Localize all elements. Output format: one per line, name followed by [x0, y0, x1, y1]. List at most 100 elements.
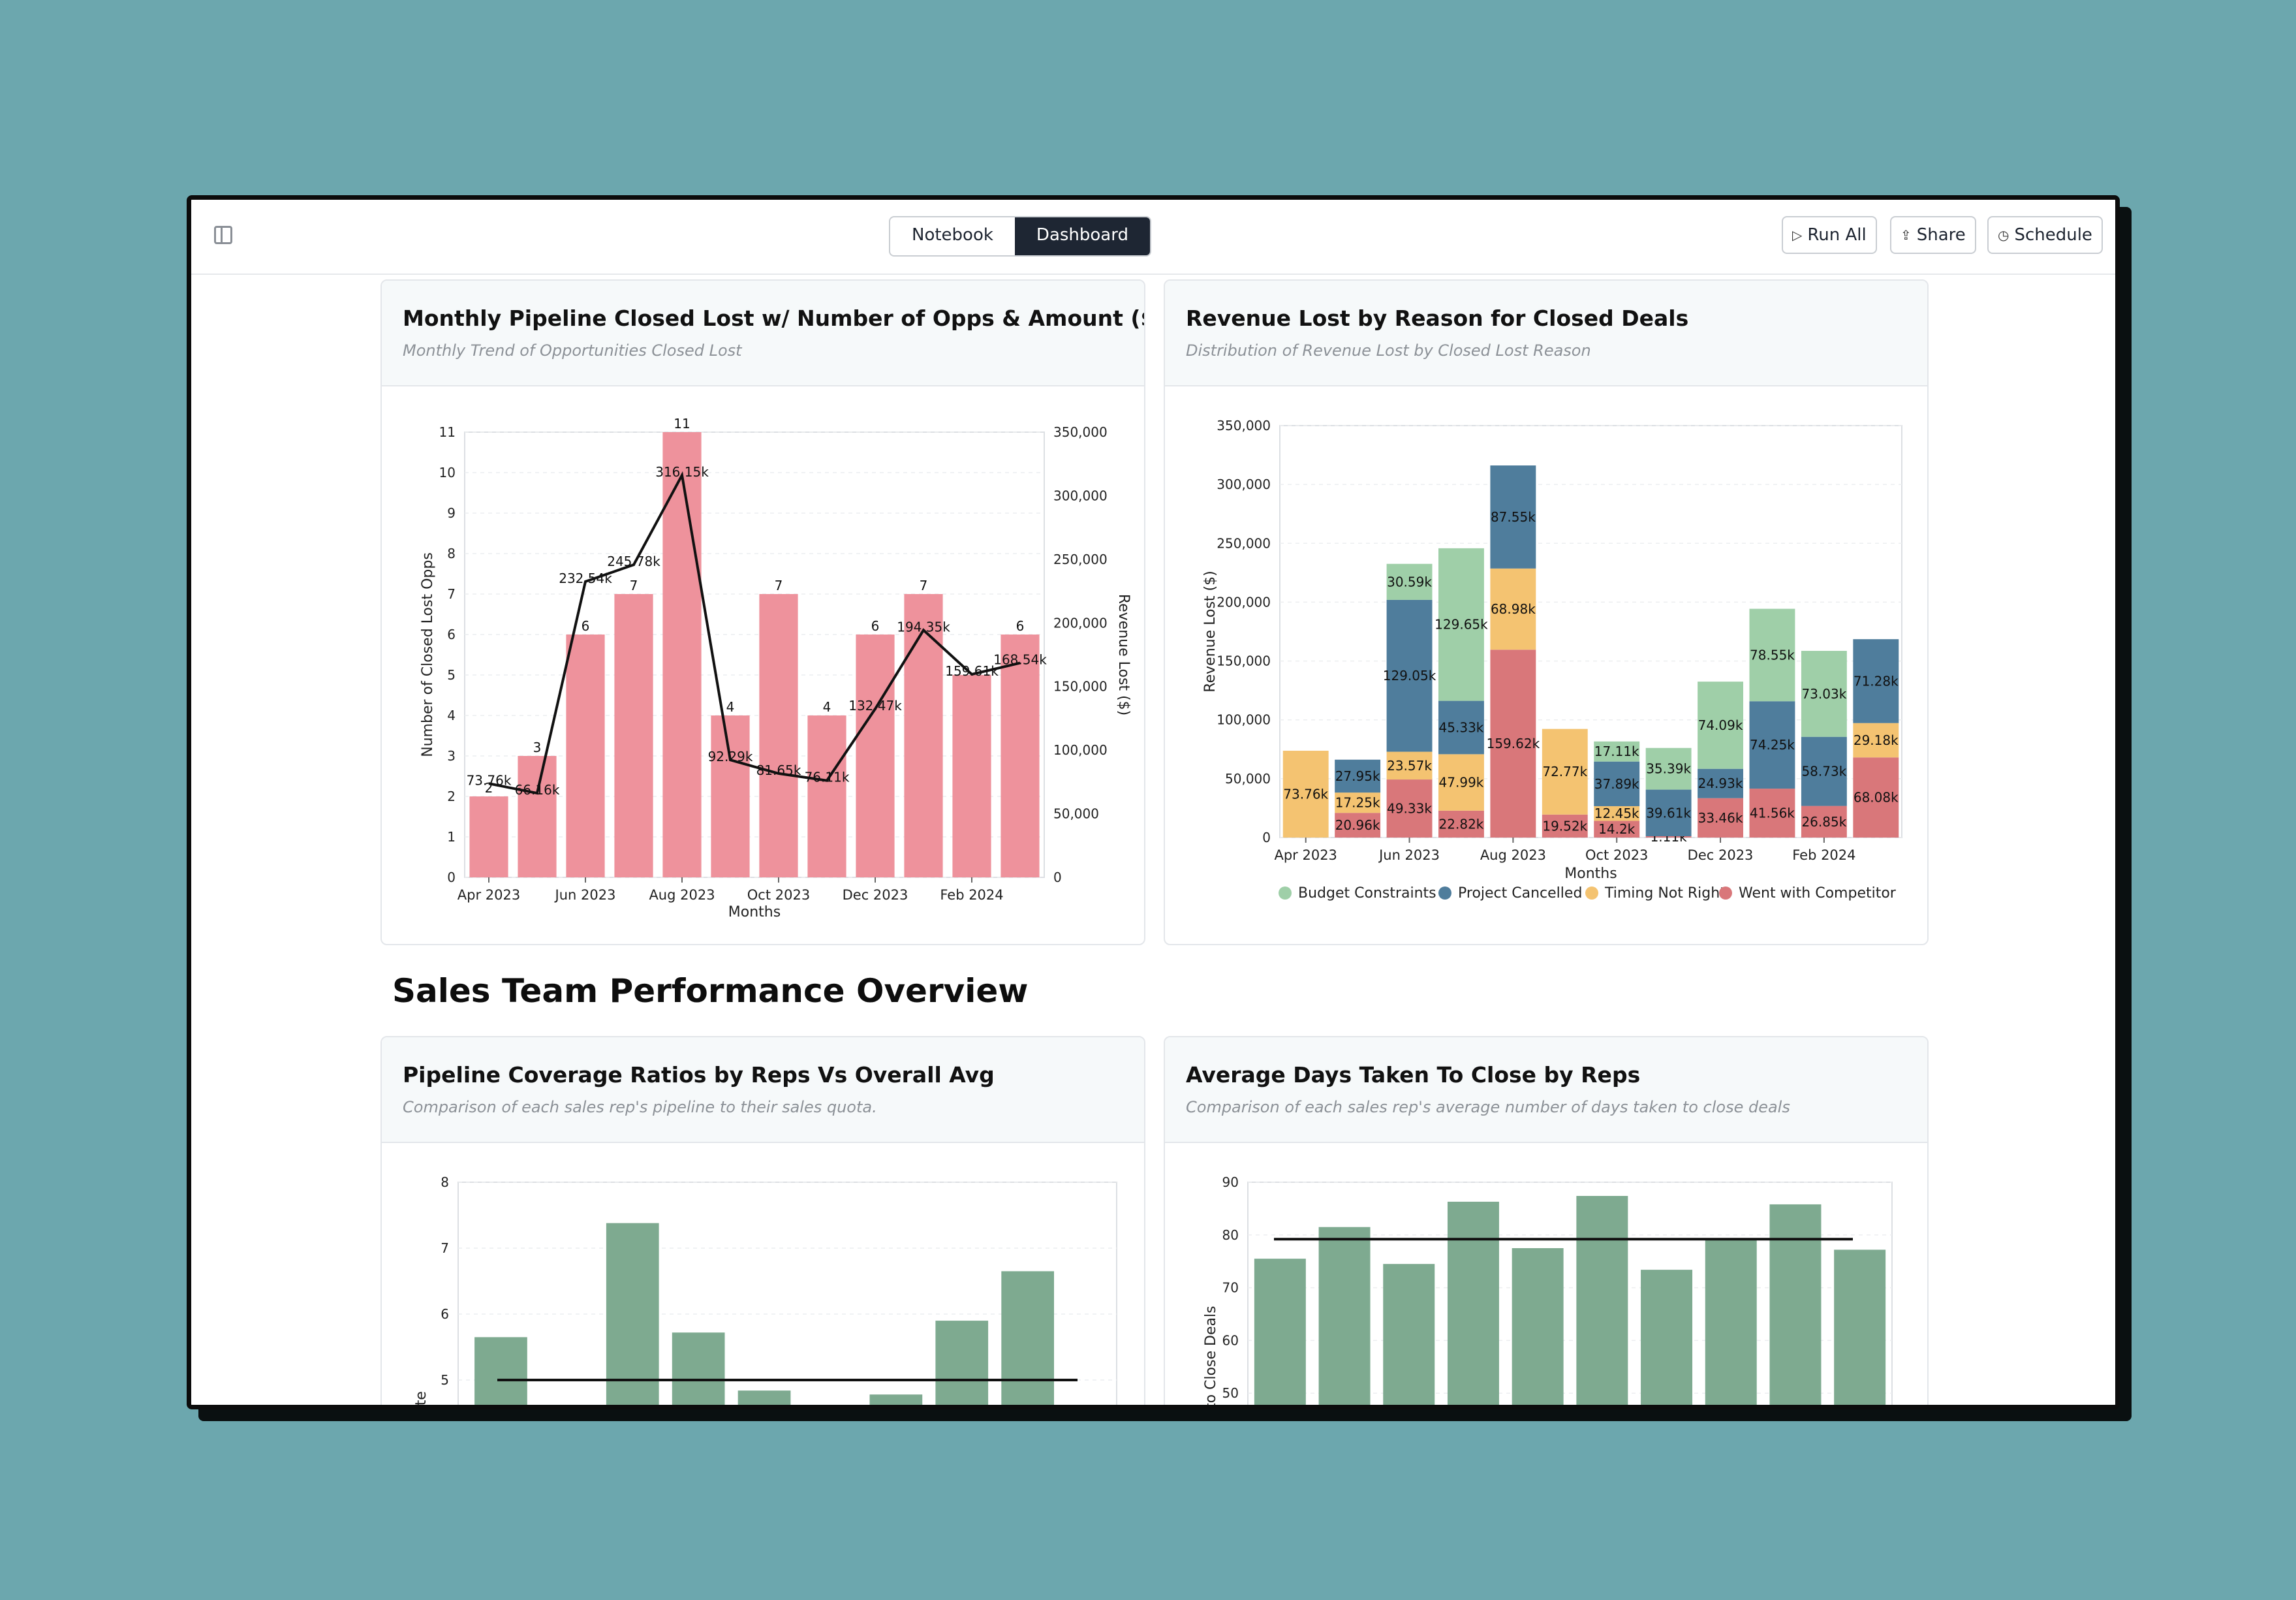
segment-value-label: 129.65k: [1435, 617, 1488, 633]
segment-value-label: 30.59k: [1387, 574, 1432, 589]
y-tick-label: 250,000: [1217, 535, 1271, 551]
x-tick-label: Oct 2023: [1585, 847, 1648, 863]
y2-tick-label: 0: [1053, 870, 1062, 885]
share-button[interactable]: ⇪ Share: [1890, 216, 1976, 254]
line-point-label: 66.16k: [515, 782, 560, 798]
tab-dashboard[interactable]: Dashboard: [1015, 217, 1150, 255]
bar: [469, 796, 508, 877]
legend-item-label: Went with Competitor: [1739, 885, 1897, 902]
segment-value-label: 68.98k: [1491, 601, 1536, 617]
legend-item-label: Timing Not Right: [1604, 885, 1726, 902]
bar: [1448, 1202, 1499, 1409]
line-point-label: 232.54k: [559, 571, 612, 586]
card-header: Average Days Taken To Close by Reps Comp…: [1165, 1037, 1927, 1143]
line-point-label: 92.29k: [708, 749, 753, 764]
x-tick-label: Feb 2024: [940, 887, 1003, 903]
card-title: Pipeline Coverage Ratios by Reps Vs Over…: [403, 1062, 995, 1088]
bar-value-label: 7: [920, 578, 928, 593]
card-header: Revenue Lost by Reason for Closed Deals …: [1165, 281, 1927, 386]
segment-value-label: 27.95k: [1335, 768, 1380, 784]
card-subtitle: Monthly Trend of Opportunities Closed Lo…: [403, 341, 742, 360]
y-tick-label: 0: [447, 870, 456, 885]
y-tick-label: 300,000: [1217, 477, 1271, 492]
y2-tick-label: 350,000: [1053, 424, 1108, 440]
y-tick-label: 1: [447, 829, 456, 845]
run-all-label: Run All: [1807, 217, 1866, 253]
line-point-label: 76.11k: [805, 770, 850, 785]
line-point-label: 316.15k: [655, 464, 709, 480]
x-tick-label: Dec 2023: [843, 887, 908, 903]
bar: [935, 1321, 988, 1409]
x-tick-label: Jun 2023: [554, 887, 616, 903]
card-title: Monthly Pipeline Closed Lost w/ Number o…: [403, 306, 1145, 331]
y-tick-label: 9: [447, 505, 456, 521]
y-axis-title: Average Rate: [413, 1391, 429, 1409]
card-header: Pipeline Coverage Ratios by Reps Vs Over…: [382, 1037, 1144, 1143]
y-tick-label: 60: [1222, 1332, 1239, 1348]
segment-value-label: 78.55k: [1750, 647, 1795, 663]
bar-value-label: 3: [533, 740, 542, 755]
avg-days-close-chart: 506070809086.3187.4485.75Days Taken to C…: [1165, 1143, 1925, 1409]
y-tick-label: 5: [441, 1372, 449, 1388]
bar: [759, 594, 798, 877]
x-tick-label: Feb 2024: [1792, 847, 1855, 863]
legend-swatch: [1585, 886, 1598, 900]
x-axis-title: Months: [1564, 866, 1617, 882]
y-tick-label: 7: [447, 586, 456, 602]
card-subtitle: Distribution of Revenue Lost by Closed L…: [1186, 341, 1591, 360]
view-switcher: Notebook Dashboard: [889, 216, 1151, 257]
sidebar-toggle-icon[interactable]: [214, 226, 232, 244]
segment-value-label: 41.56k: [1750, 806, 1795, 821]
tab-notebook[interactable]: Notebook: [890, 217, 1015, 255]
card-subtitle: Comparison of each sales rep's pipeline …: [403, 1098, 877, 1116]
y-axis-title: Number of Closed Lost Opps: [420, 552, 436, 757]
segment-value-label: 39.61k: [1646, 805, 1691, 821]
bar-value-label: 4: [726, 699, 735, 715]
segment-value-label: 19.52k: [1542, 818, 1587, 834]
legend-swatch: [1438, 886, 1451, 900]
x-tick-label: Apr 2023: [1274, 847, 1337, 863]
bar: [566, 635, 604, 877]
y-tick-label: 350,000: [1217, 418, 1271, 433]
segment-value-label: 73.03k: [1801, 686, 1846, 702]
y-tick-label: 7: [441, 1240, 449, 1256]
segment-value-label: 74.25k: [1750, 737, 1795, 753]
segment-value-label: 12.45k: [1594, 806, 1639, 821]
line-point-label: 73.76k: [467, 772, 512, 788]
legend-item-label: Budget Constraints: [1298, 885, 1436, 902]
bar: [1512, 1248, 1564, 1409]
dashboard-content: Monthly Pipeline Closed Lost w/ Number o…: [191, 275, 2115, 1405]
segment-value-label: 68.08k: [1854, 790, 1899, 806]
bar: [807, 715, 846, 877]
bar: [1641, 1270, 1692, 1409]
y2-tick-label: 250,000: [1053, 552, 1108, 567]
y-tick-label: 150,000: [1217, 653, 1271, 669]
y-tick-label: 2: [447, 789, 456, 804]
x-tick-label: Aug 2023: [649, 887, 715, 903]
segment-value-label: 72.77k: [1542, 764, 1587, 779]
line-point-label: 245.78k: [607, 554, 660, 569]
top-toolbar: Notebook Dashboard ▷ Run All ⇪ Share ◷ S…: [191, 200, 2115, 275]
segment-value-label: 24.93k: [1698, 776, 1743, 791]
y-tick-label: 80: [1222, 1227, 1239, 1243]
x-tick-label: Oct 2023: [747, 887, 810, 903]
bar: [1769, 1204, 1821, 1409]
y-tick-label: 5: [447, 667, 456, 683]
bar: [856, 635, 894, 877]
run-all-button[interactable]: ▷ Run All: [1782, 216, 1877, 254]
closed-lost-combo-chart: 0 1 2 3 4 5 6 7 8 9 10 11 0 50,000 100,000 150,000 200,0…: [382, 386, 1141, 941]
section-title: Sales Team Performance Overview: [392, 972, 1028, 1010]
schedule-button[interactable]: ◷ Schedule: [1987, 216, 2103, 254]
bar: [614, 594, 653, 877]
y-tick-label: 8: [447, 546, 456, 561]
x-tick-label: Apr 2023: [458, 887, 520, 903]
bar: [1834, 1249, 1885, 1409]
y2-axis-title: Revenue Lost ($): [1115, 594, 1132, 715]
segment-value-label: 49.33k: [1387, 801, 1432, 817]
segment-value-label: 17.11k: [1594, 744, 1639, 759]
card-title: Revenue Lost by Reason for Closed Deals: [1186, 306, 1688, 331]
legend-swatch: [1719, 886, 1732, 900]
y-tick-label: 3: [447, 748, 456, 764]
schedule-label: Schedule: [2014, 217, 2092, 253]
segment-value-label: 33.46k: [1698, 810, 1743, 826]
